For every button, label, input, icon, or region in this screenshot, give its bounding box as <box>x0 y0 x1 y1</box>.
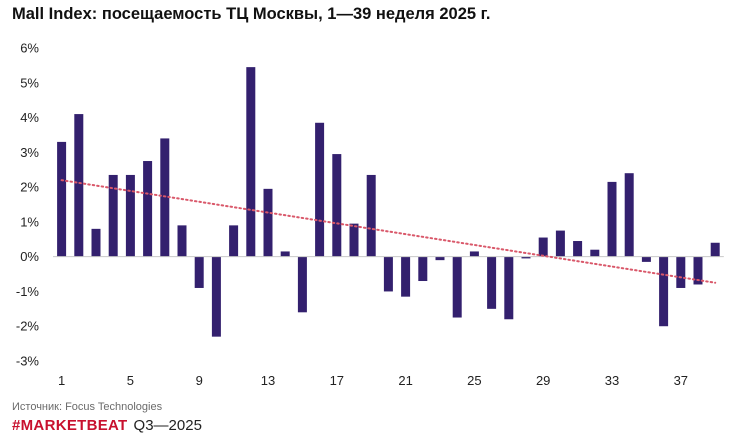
bar <box>194 256 204 288</box>
bar <box>521 256 531 259</box>
bar <box>246 67 256 257</box>
bar <box>211 256 221 337</box>
bar <box>693 256 703 285</box>
bar <box>401 256 411 297</box>
bar <box>125 174 135 257</box>
y-tick-label: 2% <box>20 180 39 195</box>
y-tick-label: 5% <box>20 75 39 90</box>
bar <box>160 138 170 257</box>
y-tick-label: -3% <box>16 354 40 369</box>
x-tick-label: 13 <box>261 373 275 388</box>
x-tick-label: 29 <box>536 373 550 388</box>
y-axis: -3% -2% -1% 0% 1% 2% 3% 4% 5% 6% <box>16 41 40 369</box>
bar <box>332 154 342 257</box>
bar-series <box>57 67 720 337</box>
trend-line <box>60 179 717 284</box>
report-period: Q3—2025 <box>133 417 202 434</box>
bar <box>297 256 307 313</box>
x-tick-label: 33 <box>605 373 619 388</box>
bar <box>710 242 720 257</box>
bar <box>229 225 239 257</box>
y-tick-label: -1% <box>16 284 40 299</box>
y-tick-label: 3% <box>20 145 39 160</box>
bar <box>469 251 479 257</box>
chart-area: -3% -2% -1% 0% 1% 2% 3% 4% 5% 6% 1 5 9 13 17 21 25 29 33 3… <box>16 41 724 388</box>
bar <box>91 228 101 257</box>
bar <box>143 161 153 257</box>
brand-footer: #MARKETBEAT Q3—2025 <box>12 417 202 435</box>
bar <box>538 237 548 257</box>
brand-name: #MARKETBEAT <box>12 417 128 434</box>
bar <box>177 225 187 257</box>
bar <box>383 256 393 292</box>
source-note: Источник: Focus Technologies <box>12 401 163 413</box>
bar <box>487 256 497 309</box>
x-tick-label: 25 <box>467 373 481 388</box>
bar <box>263 188 273 257</box>
bar <box>676 256 686 288</box>
bar <box>590 249 600 257</box>
y-tick-label: 0% <box>20 249 39 264</box>
bar <box>607 181 617 257</box>
bar <box>366 174 376 257</box>
x-tick-label: 5 <box>127 373 134 388</box>
bar <box>573 241 583 257</box>
bar <box>624 173 634 257</box>
x-tick-label: 21 <box>398 373 412 388</box>
bar <box>418 256 428 282</box>
y-tick-label: 6% <box>20 41 39 56</box>
chart-title: Mall Index: посещаемость ТЦ Москвы, 1—39… <box>12 5 491 23</box>
x-tick-label: 9 <box>196 373 203 388</box>
x-tick-label: 17 <box>330 373 344 388</box>
bar <box>504 256 514 320</box>
x-tick-label: 1 <box>58 373 65 388</box>
bar <box>555 230 565 257</box>
bar <box>641 256 651 262</box>
y-tick-label: 1% <box>20 214 39 229</box>
bar <box>315 122 325 257</box>
bar <box>452 256 462 318</box>
bar <box>74 114 84 257</box>
bar <box>280 251 290 257</box>
y-tick-label: -2% <box>16 319 40 334</box>
y-tick-label: 4% <box>20 110 39 125</box>
x-tick-label: 37 <box>674 373 688 388</box>
bar <box>435 256 445 261</box>
bar <box>659 256 669 327</box>
bar <box>108 174 118 257</box>
bar <box>349 223 359 257</box>
x-axis: 1 5 9 13 17 21 25 29 33 37 <box>58 373 688 388</box>
bar <box>57 141 67 257</box>
